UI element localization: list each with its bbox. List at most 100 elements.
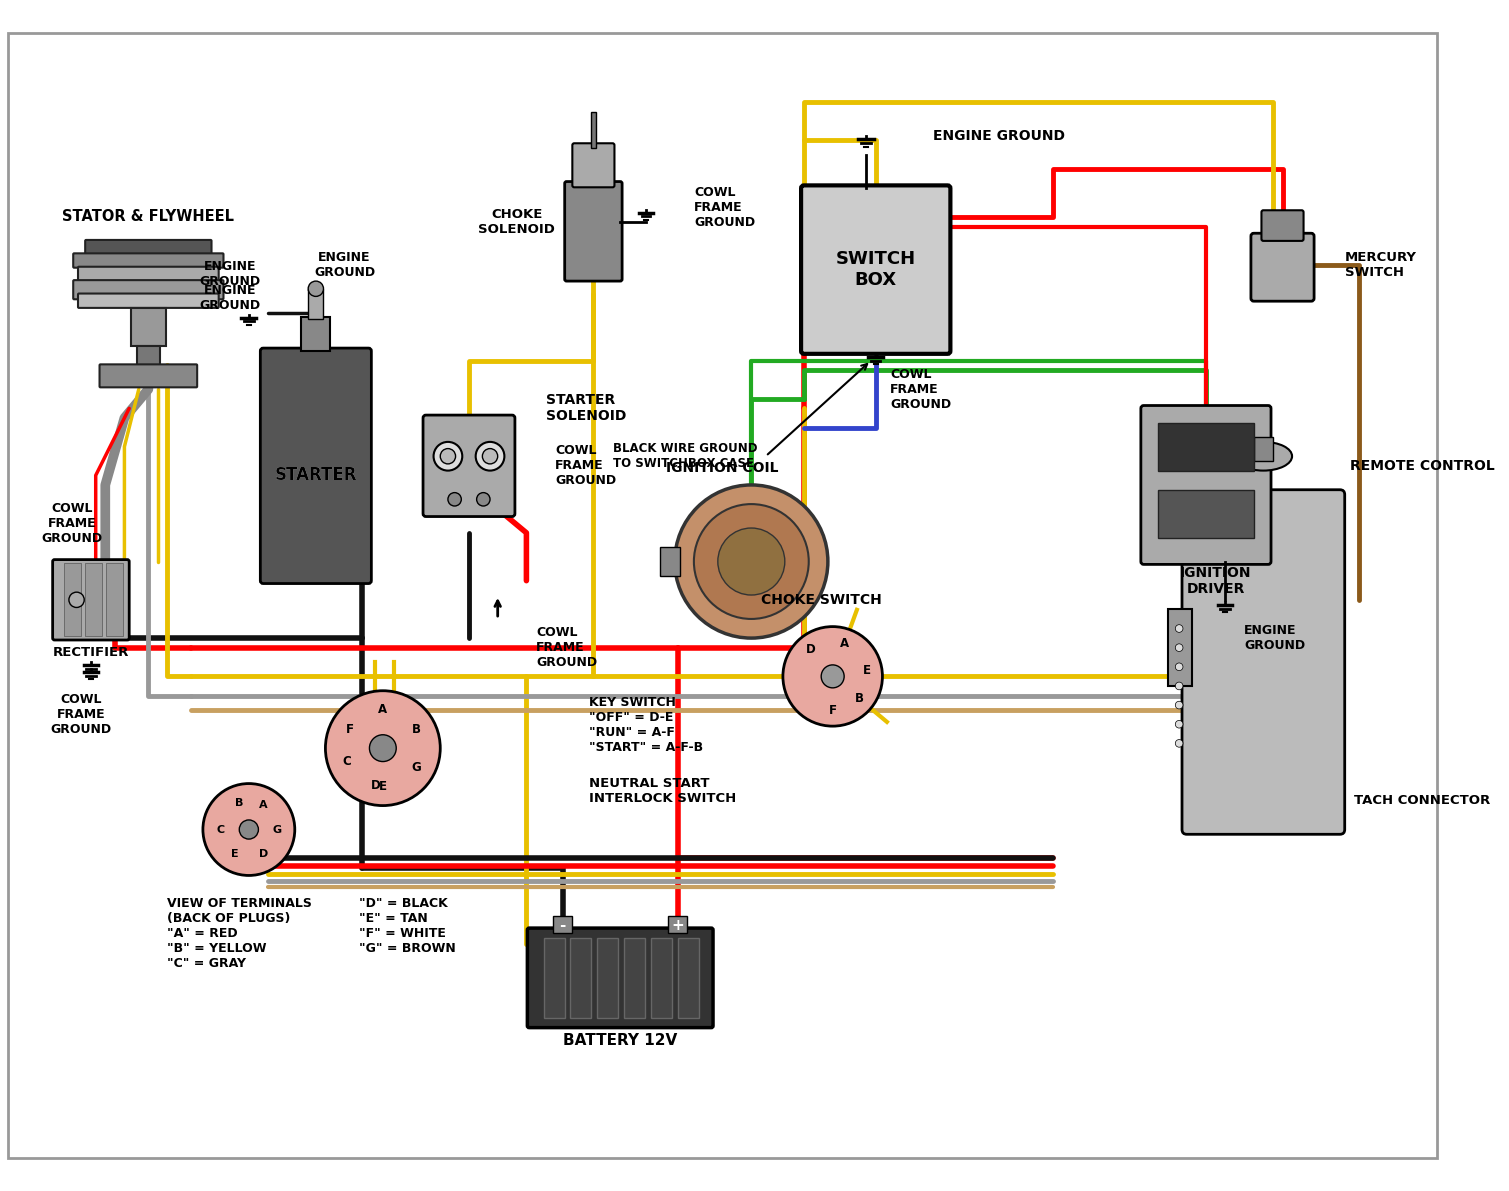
- Text: C: C: [216, 824, 225, 835]
- Text: REMOTE CONTROL: REMOTE CONTROL: [1349, 459, 1494, 473]
- FancyBboxPatch shape: [100, 364, 198, 387]
- Circle shape: [240, 819, 258, 840]
- Bar: [554, 916, 572, 933]
- Circle shape: [1176, 701, 1183, 709]
- Bar: [1254, 437, 1274, 461]
- Text: CHOKE
SOLENOID: CHOKE SOLENOID: [478, 207, 555, 236]
- Text: IGNITION COIL: IGNITION COIL: [667, 461, 779, 475]
- Bar: [543, 937, 564, 1018]
- FancyBboxPatch shape: [85, 239, 211, 256]
- Circle shape: [675, 485, 828, 638]
- Text: +: +: [672, 918, 684, 933]
- Text: ENGINE
GROUND: ENGINE GROUND: [1245, 624, 1305, 653]
- Text: ENGINE GROUND: ENGINE GROUND: [933, 129, 1065, 143]
- Text: B: B: [235, 798, 243, 807]
- Bar: [131, 308, 166, 347]
- Bar: [106, 563, 124, 636]
- Text: E: E: [231, 849, 238, 860]
- Text: STARTER: STARTER: [275, 467, 358, 485]
- Text: ENGINE
GROUND: ENGINE GROUND: [199, 285, 260, 312]
- FancyBboxPatch shape: [78, 293, 219, 308]
- Circle shape: [433, 442, 462, 470]
- Bar: [650, 937, 672, 1018]
- Text: F: F: [828, 704, 836, 717]
- Text: D: D: [258, 849, 267, 860]
- Text: ENGINE
GROUND: ENGINE GROUND: [199, 261, 260, 288]
- Text: C: C: [343, 755, 352, 768]
- Text: STARTER
SOLENOID: STARTER SOLENOID: [546, 393, 626, 424]
- Circle shape: [1176, 740, 1183, 747]
- Circle shape: [718, 528, 785, 596]
- Text: NEUTRAL START
INTERLOCK SWITCH: NEUTRAL START INTERLOCK SWITCH: [589, 778, 736, 805]
- Text: ENGINE
GROUND: ENGINE GROUND: [314, 251, 376, 279]
- FancyBboxPatch shape: [564, 181, 622, 281]
- Text: -: -: [560, 918, 566, 933]
- FancyBboxPatch shape: [261, 348, 371, 584]
- Circle shape: [783, 626, 883, 727]
- Text: E: E: [863, 663, 871, 676]
- Circle shape: [694, 504, 809, 619]
- Text: COWL
FRAME
GROUND: COWL FRAME GROUND: [41, 501, 103, 544]
- Text: D: D: [371, 779, 382, 792]
- Text: BATTERY 12V: BATTERY 12V: [563, 1033, 678, 1048]
- Bar: [308, 288, 323, 319]
- FancyBboxPatch shape: [1182, 490, 1345, 834]
- FancyBboxPatch shape: [572, 143, 614, 187]
- Bar: [1168, 610, 1192, 686]
- Text: A: A: [841, 637, 850, 650]
- Text: G: G: [273, 824, 282, 835]
- Text: MERCURY
SWITCH: MERCURY SWITCH: [1345, 251, 1417, 279]
- Text: RECTIFIER: RECTIFIER: [53, 646, 130, 659]
- Circle shape: [1176, 625, 1183, 632]
- Text: B: B: [854, 692, 863, 705]
- Bar: [661, 547, 679, 576]
- Circle shape: [475, 442, 504, 470]
- Bar: [1157, 423, 1254, 470]
- Text: IGNITION
DRIVER: IGNITION DRIVER: [1180, 566, 1251, 596]
- Circle shape: [1176, 644, 1183, 651]
- FancyBboxPatch shape: [74, 254, 223, 268]
- Text: BLACK WIRE GROUND
TO SWITCHBOX CASE: BLACK WIRE GROUND TO SWITCHBOX CASE: [613, 442, 758, 470]
- Text: D: D: [806, 643, 815, 656]
- FancyBboxPatch shape: [801, 186, 951, 354]
- Text: E: E: [379, 780, 386, 793]
- Bar: [570, 937, 592, 1018]
- Text: COWL
FRAME
GROUND: COWL FRAME GROUND: [694, 186, 754, 229]
- Circle shape: [326, 691, 441, 805]
- Bar: [137, 347, 160, 366]
- FancyBboxPatch shape: [527, 928, 714, 1028]
- FancyBboxPatch shape: [78, 267, 219, 281]
- FancyBboxPatch shape: [423, 416, 515, 517]
- Circle shape: [821, 665, 844, 688]
- Bar: [625, 937, 644, 1018]
- Circle shape: [202, 784, 294, 875]
- Circle shape: [1176, 721, 1183, 728]
- FancyBboxPatch shape: [53, 560, 130, 640]
- Bar: [63, 563, 81, 636]
- Text: TACH CONNECTOR: TACH CONNECTOR: [1354, 794, 1491, 807]
- Text: VIEW OF TERMINALS
(BACK OF PLUGS)
"A" = RED
"B" = YELLOW
"C" = GRAY: VIEW OF TERMINALS (BACK OF PLUGS) "A" = …: [167, 897, 312, 969]
- Text: STATOR & FLYWHEEL: STATOR & FLYWHEEL: [62, 210, 234, 224]
- Circle shape: [69, 592, 85, 607]
- Text: COWL
FRAME
GROUND: COWL FRAME GROUND: [51, 693, 112, 736]
- Text: COWL
FRAME
GROUND: COWL FRAME GROUND: [890, 368, 951, 411]
- Text: COWL
FRAME
GROUND: COWL FRAME GROUND: [536, 626, 598, 669]
- Bar: [598, 937, 619, 1018]
- Bar: [678, 937, 699, 1018]
- Circle shape: [308, 281, 323, 297]
- Text: "D" = BLACK
"E" = TAN
"F" = WHITE
"G" = BROWN: "D" = BLACK "E" = TAN "F" = WHITE "G" = …: [359, 897, 456, 954]
- Text: STARTER: STARTER: [275, 467, 358, 485]
- Circle shape: [441, 449, 456, 464]
- Bar: [590, 112, 596, 148]
- Text: CHOKE SWITCH: CHOKE SWITCH: [761, 593, 881, 606]
- FancyBboxPatch shape: [1251, 233, 1314, 301]
- Text: G: G: [410, 761, 421, 774]
- Circle shape: [1176, 663, 1183, 671]
- Bar: [85, 563, 103, 636]
- Text: A: A: [379, 704, 388, 716]
- Circle shape: [370, 735, 397, 761]
- Text: A: A: [260, 799, 267, 810]
- Text: B: B: [412, 723, 421, 736]
- FancyBboxPatch shape: [1141, 405, 1271, 565]
- Text: F: F: [346, 723, 353, 736]
